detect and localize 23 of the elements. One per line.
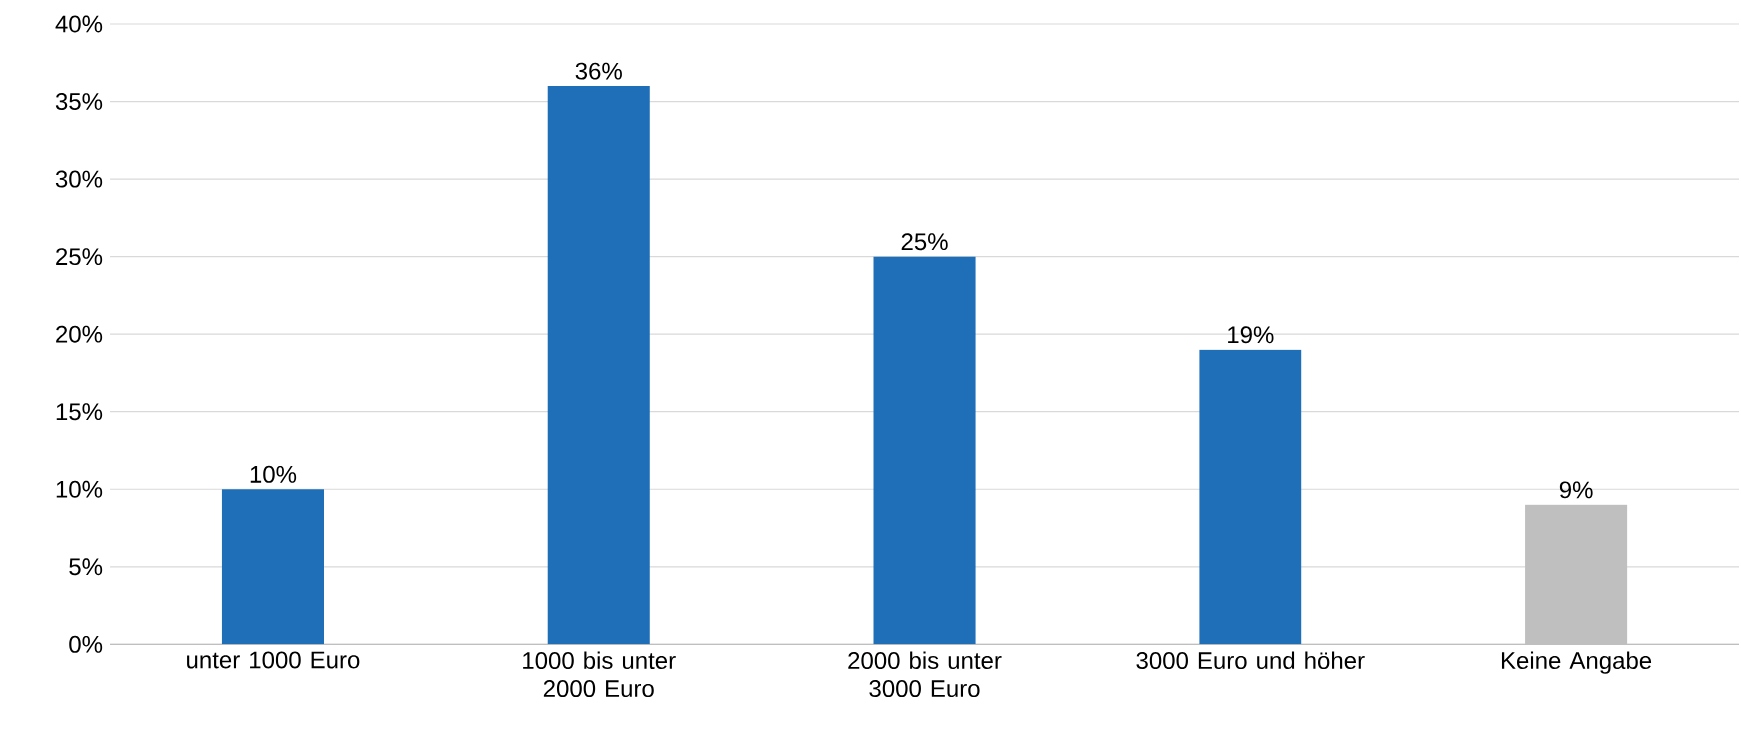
- y-tick-label: 0%: [69, 635, 103, 653]
- y-tick-label: 20%: [56, 325, 103, 343]
- bar: [547, 85, 650, 645]
- data-label: 10%: [250, 465, 297, 483]
- data-label: 9%: [1559, 481, 1593, 499]
- bar: [1199, 349, 1302, 645]
- x-tick-label: 3000 Euro und höher: [1136, 651, 1365, 669]
- y-tick-label: 25%: [56, 247, 103, 265]
- y-tick-label: 10%: [56, 480, 103, 498]
- y-tick-label: 35%: [55, 92, 103, 110]
- data-label: 19%: [1228, 326, 1274, 344]
- bar: [873, 256, 976, 645]
- x-tick-label: 1000 bis unter 2000 Euro: [523, 651, 676, 697]
- y-tick-label: 5%: [69, 558, 103, 576]
- x-tick-label: Keine Angabe: [1501, 651, 1652, 674]
- x-tick-label: 2000 bis unter 3000 Euro: [848, 651, 1002, 697]
- bar: [221, 489, 324, 645]
- x-tick-label: unter 1000 Euro: [187, 651, 360, 669]
- y-tick-label: 15%: [56, 403, 103, 420]
- y-tick-label: 40%: [55, 15, 103, 33]
- data-label: 25%: [901, 233, 948, 251]
- y-tick-label: 30%: [55, 170, 103, 188]
- data-label: 36%: [575, 62, 622, 80]
